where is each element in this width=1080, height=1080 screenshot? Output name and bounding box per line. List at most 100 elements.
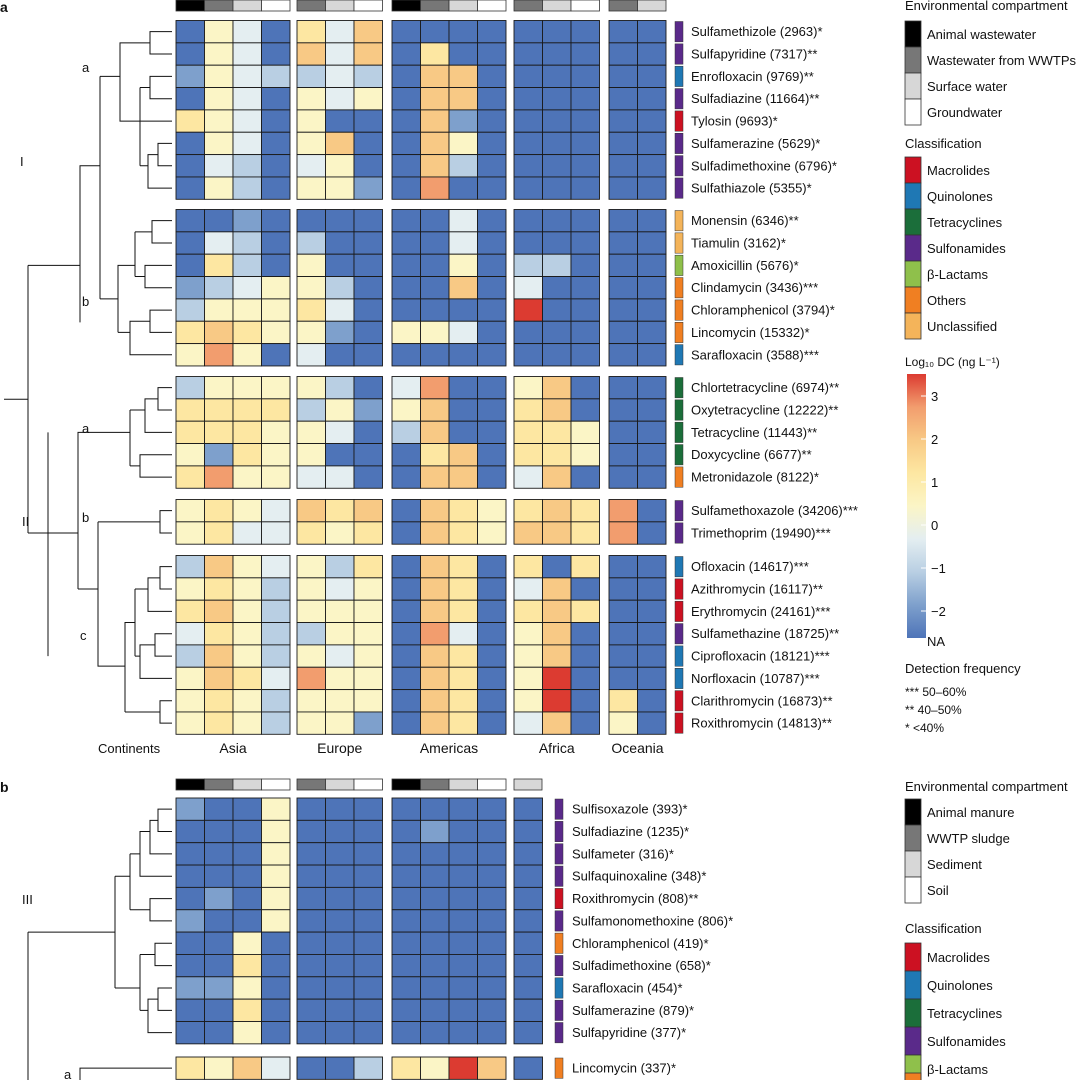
heatmap-cell: [608, 398, 638, 422]
heatmap-cell: [232, 398, 262, 422]
row-label: Enrofloxacin (9769)**: [691, 69, 814, 84]
heatmap-cell: [232, 499, 262, 523]
heatmap-cell: [261, 209, 291, 233]
legend-b-env-swatch: [904, 824, 922, 852]
heatmap-cell: [637, 577, 667, 601]
group-label-Ib: b: [82, 294, 89, 309]
row-label: Sulfadiazine (11664)**: [691, 91, 819, 106]
heatmap-cell: [513, 819, 543, 844]
heatmap-cell: [296, 976, 326, 1000]
heatmap-cell: [608, 176, 638, 200]
heatmap-cell: [204, 976, 234, 1000]
heatmap-cell: [232, 298, 262, 322]
heatmap-cell: [353, 931, 383, 955]
heatmap-cell: [175, 398, 205, 422]
heatmap-cell: [296, 998, 326, 1022]
heatmap-cell: [608, 577, 638, 601]
heatmap-cell: [391, 131, 421, 156]
heatmap-cell: [296, 131, 326, 156]
heatmap-cell: [325, 998, 355, 1022]
dendrogram-branch: [98, 510, 172, 534]
row-label: Chloramphenicol (419)*: [572, 936, 709, 951]
heatmap-cell: [232, 20, 262, 44]
heatmap-cell: [420, 842, 450, 866]
heatmap-cell: [420, 343, 450, 367]
class-indicator: [674, 88, 684, 110]
heatmap-cell: [513, 87, 543, 111]
continent-label-oceania: Oceania: [611, 740, 663, 756]
heatmap-cell: [448, 20, 478, 44]
heatmap-cell: [420, 420, 450, 445]
heatmap-cell: [570, 555, 600, 579]
heatmap-cell: [175, 555, 205, 579]
heatmap-cell: [353, 1021, 383, 1045]
heatmap-cell: [261, 976, 291, 1000]
heatmap-cell: [448, 376, 478, 400]
heatmap-cell: [448, 87, 478, 111]
heatmap-cell: [477, 320, 507, 345]
heatmap-cell: [353, 231, 383, 255]
heatmap-cell: [448, 1056, 478, 1080]
heatmap-cell: [391, 465, 421, 489]
legend-scale-tick: −2: [931, 604, 946, 619]
heatmap-cell: [608, 64, 638, 88]
heatmap-cell: [353, 797, 383, 821]
heatmap-cell: [232, 1021, 262, 1045]
heatmap-cell: [542, 499, 572, 523]
heatmap-cell: [232, 176, 262, 200]
heatmap-cell: [232, 320, 262, 345]
heatmap-cell: [325, 376, 355, 400]
heatmap-cell: [637, 599, 667, 624]
row-label: Amoxicillin (5676)*: [691, 258, 799, 273]
heatmap-cell: [637, 711, 667, 735]
heatmap-cell: [542, 420, 572, 445]
row-label: Sulfamonomethoxine (806)*: [572, 913, 733, 928]
group-label-IIc: c: [80, 628, 87, 643]
heatmap-cell: [391, 998, 421, 1022]
heatmap-cell: [570, 320, 600, 345]
compartment-bar-cell: [448, 0, 478, 12]
heatmap-cell: [513, 909, 543, 933]
heatmap-cell: [391, 109, 421, 133]
heatmap-cell: [570, 521, 600, 545]
heatmap-cell: [261, 276, 291, 300]
heatmap-cell: [448, 998, 478, 1022]
heatmap-cell: [325, 886, 355, 911]
heatmap-cell: [325, 842, 355, 866]
dendrogram-branch: [140, 75, 172, 100]
heatmap-cell: [391, 154, 421, 178]
continent-label-africa: Africa: [539, 740, 575, 756]
class-indicator: [674, 322, 684, 343]
heatmap-cell: [204, 420, 234, 445]
heatmap-cell: [637, 666, 667, 691]
heatmap-cell: [391, 909, 421, 933]
heatmap-cell: [232, 954, 262, 978]
heatmap-cell: [391, 376, 421, 400]
compartment-bar-cell: [325, 0, 355, 12]
heatmap-cell: [542, 109, 572, 133]
heatmap-cell: [637, 376, 667, 400]
heatmap-cell: [608, 443, 638, 467]
heatmap-cell: [353, 666, 383, 691]
compartment-bar-cell: [420, 778, 450, 791]
row-label: Sulfadimethoxine (658)*: [572, 958, 711, 973]
heatmap-cell: [261, 42, 291, 66]
heatmap-cell: [175, 276, 205, 300]
heatmap-cell: [637, 209, 667, 233]
heatmap-cell: [448, 555, 478, 579]
heatmap-cell: [204, 555, 234, 579]
heatmap-cell: [232, 689, 262, 713]
legend-scale-tick: 3: [931, 389, 938, 404]
heatmap-cell: [232, 465, 262, 489]
heatmap-cell: [175, 443, 205, 467]
heatmap-cell: [542, 87, 572, 111]
row-label: Sulfamerazine (879)*: [572, 1003, 694, 1018]
heatmap-cell: [353, 555, 383, 579]
row-label: Sulfapyridine (377)*: [572, 1025, 686, 1040]
row-label: Sulfameter (316)*: [572, 846, 674, 861]
heatmap-cell: [570, 711, 600, 735]
heatmap-cell: [391, 320, 421, 345]
heatmap-cell: [477, 931, 507, 955]
heatmap-cell: [513, 176, 543, 200]
